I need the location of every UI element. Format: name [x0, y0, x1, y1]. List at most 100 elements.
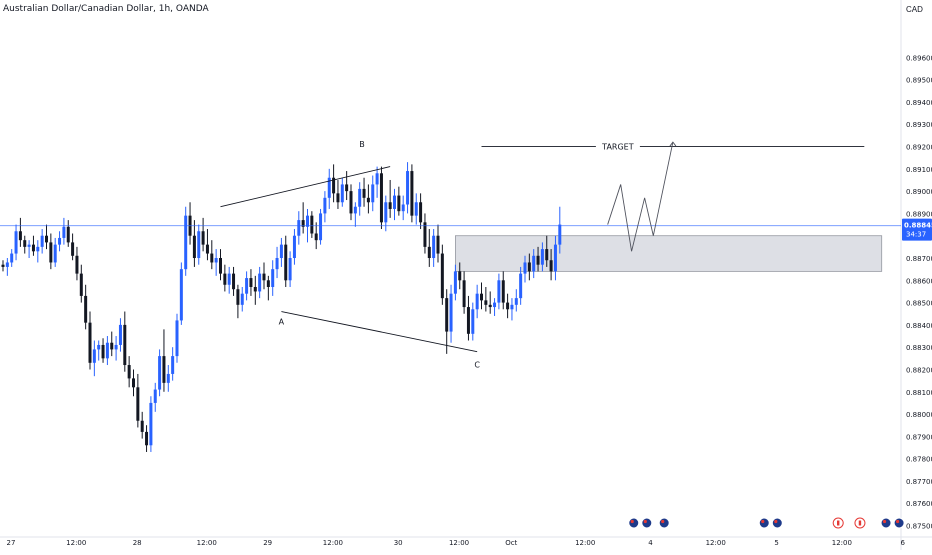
candle-body: [179, 269, 183, 321]
candle-body: [432, 235, 436, 259]
candle-body: [410, 171, 414, 216]
candle-body: [158, 356, 162, 390]
candle-body: [423, 222, 427, 247]
zone-layer: [454, 235, 883, 272]
x-tick-label: 5: [774, 539, 778, 547]
candle-body: [192, 235, 196, 259]
candle-body: [475, 293, 479, 310]
candle-body: [393, 195, 396, 209]
candle-body: [384, 202, 388, 223]
candle-body: [297, 220, 301, 236]
candle-body: [53, 244, 57, 263]
candle-body: [440, 253, 444, 299]
candle-body: [236, 289, 240, 305]
candle-body: [262, 273, 266, 281]
candle-body: [110, 342, 114, 350]
candle-body: [358, 188, 362, 207]
candle-body: [245, 278, 249, 294]
au-event-icon-dot: [774, 519, 778, 524]
candle-body: [558, 224, 562, 245]
candle-body: [162, 356, 166, 383]
candle-body: [427, 246, 431, 259]
candle-body: [10, 253, 14, 263]
candle-body: [197, 231, 201, 259]
x-tick-label: 28: [133, 539, 142, 547]
x-axis[interactable]: 27 12:00 28 12:00 29 12:00 30 12:00 Oct 12:00 4 12:…: [7, 539, 906, 547]
candle-body: [88, 322, 92, 363]
candle-body: [258, 273, 262, 292]
candle-body: [132, 378, 135, 388]
candle-body: [510, 304, 514, 310]
au-event-icon-dot: [761, 519, 765, 524]
candle-body: [501, 280, 505, 303]
candle-body: [406, 171, 410, 205]
candle-body: [301, 220, 305, 227]
candle-body: [175, 320, 179, 357]
candles: [1, 162, 562, 452]
x-tick-label: 12:00: [197, 539, 217, 547]
x-tick-label: 4: [648, 539, 653, 547]
x-tick-label: 27: [7, 539, 16, 547]
au-event-icon-dot: [661, 519, 665, 524]
candle-body: [5, 262, 9, 267]
candle-body: [466, 307, 470, 334]
candle-body: [332, 177, 336, 194]
currency-label: CAD: [906, 5, 923, 14]
candle-body: [92, 349, 96, 363]
candle-body: [1, 264, 5, 267]
candle-body: [45, 235, 48, 243]
candle-body: [219, 258, 222, 274]
candle-body: [371, 184, 375, 203]
ca-event-icon-leaf: [858, 520, 862, 526]
x-tick-label: 12:00: [66, 539, 86, 547]
candle-body: [401, 204, 405, 212]
y-tick-label: 0.87500: [906, 523, 932, 531]
pattern-upper-line: [220, 166, 391, 208]
candle-body: [549, 260, 553, 272]
candle-body: [453, 271, 457, 294]
candle-body: [471, 309, 475, 334]
candle-body: [166, 373, 170, 383]
candle-body: [66, 226, 70, 243]
candle-body: [536, 255, 540, 265]
candle-body: [379, 173, 383, 223]
candle-body: [340, 184, 344, 203]
candle-body: [153, 389, 157, 403]
candle-body: [497, 280, 501, 303]
candle-body: [71, 242, 75, 256]
candle-body: [527, 262, 531, 272]
x-tick-label: 12:00: [575, 539, 595, 547]
candle-body: [101, 344, 105, 359]
drawings: A B C TARGET: [220, 140, 865, 370]
candle-body: [214, 258, 218, 263]
candle-body: [227, 273, 231, 285]
candle-body: [306, 215, 309, 227]
candle-body: [514, 298, 518, 305]
au-event-icon: [628, 517, 640, 529]
pattern-lower-line: [281, 311, 478, 353]
candle-body: [232, 273, 236, 290]
candle-body: [480, 293, 483, 301]
candle-body: [201, 231, 205, 245]
candle-body: [353, 206, 357, 214]
candle-body: [458, 271, 462, 281]
target-label: TARGET: [601, 143, 634, 152]
candle-body: [240, 293, 244, 305]
candle-body: [488, 304, 492, 308]
